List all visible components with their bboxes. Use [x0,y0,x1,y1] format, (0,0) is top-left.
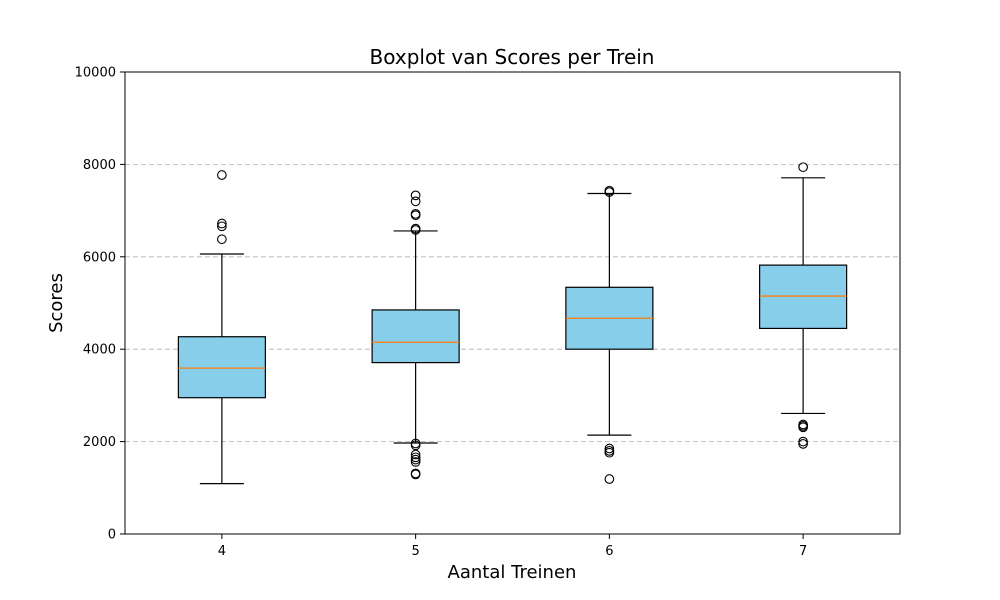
box-iqr [178,337,265,398]
x-axis: 4 5 6 7 [218,534,808,559]
x-tick-label: 4 [218,544,226,559]
y-tick-label: 6000 [83,250,116,265]
box-group-7 [760,163,847,448]
x-tick-label: 6 [605,544,613,559]
x-axis-label: Aantal Treinen [448,562,577,583]
outlier-point [218,171,227,180]
y-tick-label: 4000 [83,343,116,358]
y-tick-label: 0 [108,528,116,543]
box-group-5 [372,191,459,479]
x-tick-label: 7 [799,544,807,559]
outlier-point [411,191,420,200]
y-axis: 0 2000 4000 6000 8000 10000 [75,66,125,543]
box-group-6 [566,186,653,483]
chart-title: Boxplot van Scores per Trein [370,45,655,69]
outlier-point [799,163,808,172]
x-tick-label: 5 [411,544,419,559]
box-iqr [760,265,847,328]
boxes-layer [178,163,846,484]
outlier-point [218,235,227,244]
y-tick-label: 2000 [83,435,116,450]
y-tick-label: 10000 [75,66,116,81]
outlier-point [605,475,614,484]
y-tick-label: 8000 [83,158,116,173]
y-axis-label: Scores [46,273,67,333]
box-iqr [372,310,459,363]
box-group-4 [178,171,265,484]
